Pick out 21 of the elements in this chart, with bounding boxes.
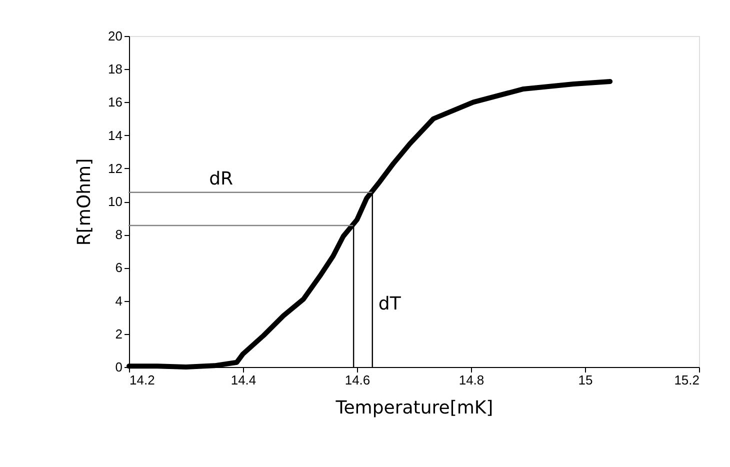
y-tick-label: 2 [115, 326, 122, 342]
y-tick-label: 18 [108, 62, 122, 77]
y-tick-label: 12 [108, 160, 122, 176]
y-tick-label: 16 [108, 94, 122, 110]
annotation: dR [209, 168, 234, 190]
y-tick-label: 8 [115, 227, 122, 242]
x-tick-label: 15 [578, 372, 593, 388]
x-tick-label: 14.8 [458, 372, 484, 388]
x-tick-label: 14.6 [344, 372, 370, 388]
x-axis-title: Temperature[mK] [334, 398, 494, 418]
annotation: dT [378, 293, 402, 314]
y-tick-label: 6 [115, 260, 122, 276]
y-tick-label: 4 [115, 293, 122, 308]
x-tick-label: 15.2 [674, 372, 700, 388]
y-tick-label: 20 [108, 28, 122, 44]
x-tick-label: 14.4 [230, 372, 256, 388]
y-tick-label: 10 [108, 194, 122, 209]
x-tick-label: 14.2 [130, 372, 155, 388]
y-tick-label: 0 [115, 360, 122, 374]
y-tick-label: 14 [108, 128, 122, 143]
y-axis-title: R[mOhm] [74, 158, 96, 246]
